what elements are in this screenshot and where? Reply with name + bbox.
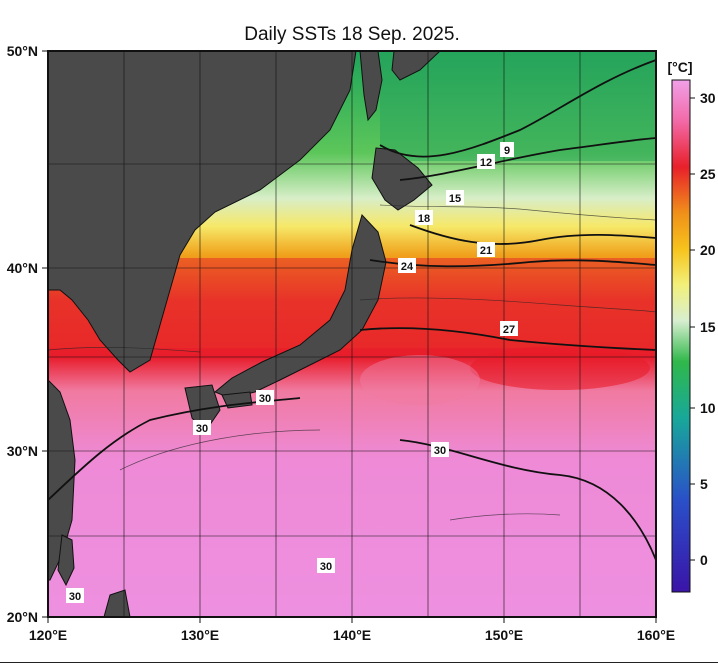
- colorbar-label-15: 15: [700, 319, 716, 335]
- contour-label-30-e: 30: [69, 591, 81, 603]
- contour-label-24: 24: [401, 261, 414, 273]
- minor-contours: [48, 204, 656, 521]
- lat-label-20: 20°N: [7, 609, 38, 625]
- contour-label-group: 9 12 15 18 21 24 27 30 30 30 30 30: [66, 142, 518, 603]
- lon-label-150: 150°E: [485, 627, 523, 643]
- colorbar-label-10: 10: [700, 400, 716, 416]
- lat-label-40: 40°N: [7, 260, 38, 276]
- lat-label-50: 50°N: [7, 43, 38, 59]
- contour-15: [399, 137, 656, 181]
- colorbar-label-30: 30: [700, 90, 716, 106]
- contour-label-9: 9: [504, 145, 510, 157]
- contour-label-30-d: 30: [320, 561, 332, 573]
- map-area: 9 12 15 18 21 24 27 30 30 30 30 30: [48, 51, 656, 617]
- contour-27: [359, 327, 656, 351]
- contour-label-18: 18: [418, 213, 430, 225]
- lon-label-160: 160°E: [637, 627, 675, 643]
- colorbar-ticks: [690, 97, 695, 561]
- map-title: Daily SSTs 18 Sep. 2025.: [244, 24, 459, 45]
- colorbar-label-0: 0: [700, 552, 708, 568]
- land-sakhalin: [359, 51, 383, 122]
- contour-21: [409, 224, 656, 245]
- lon-label-140: 140°E: [333, 627, 371, 643]
- lon-label-120: 120°E: [29, 627, 67, 643]
- contour-label-30-a: 30: [259, 393, 271, 405]
- warm-eddy: [470, 346, 650, 390]
- colorbar-label-5: 5: [700, 476, 708, 492]
- contour-label-15: 15: [449, 193, 461, 205]
- lon-label-130: 130°E: [181, 627, 219, 643]
- colorbar-label-25: 25: [700, 166, 716, 182]
- contour-label-27: 27: [503, 324, 515, 336]
- contour-9: [379, 59, 656, 158]
- bottom-rule: [0, 662, 718, 663]
- colorbar-unit: [°C]: [667, 59, 692, 75]
- contour-label-21: 21: [480, 245, 492, 257]
- contour-label-30-c: 30: [434, 445, 446, 457]
- colorbar-label-20: 20: [700, 242, 716, 258]
- land-asia-mainland: [48, 51, 357, 373]
- land-luzon: [103, 589, 131, 617]
- colorbar: [671, 79, 691, 593]
- lat-label-30: 30°N: [7, 443, 38, 459]
- axis-ticks: [42, 50, 657, 623]
- contour-label-30-b: 30: [196, 423, 208, 435]
- contour-label-12: 12: [480, 157, 492, 169]
- pink-eddy: [360, 355, 480, 405]
- land-taiwan: [57, 534, 75, 587]
